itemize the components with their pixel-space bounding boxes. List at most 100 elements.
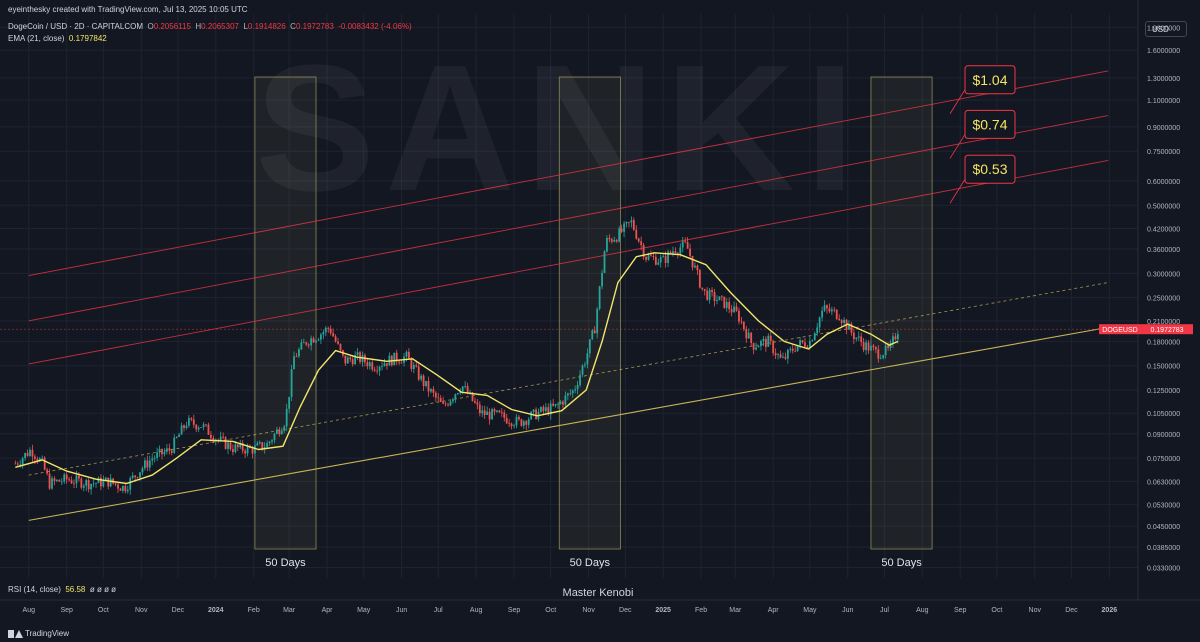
candle-body: [757, 346, 760, 348]
candle-body: [254, 445, 256, 454]
candle-body: [735, 306, 738, 311]
candle-body: [85, 479, 88, 486]
candle-body: [571, 390, 574, 394]
channel-line: [28, 159, 1109, 365]
price-callout-box: [964, 109, 1016, 139]
candle-body: [175, 436, 178, 438]
candle-body: [307, 344, 310, 346]
ema-legend[interactable]: EMA (21, close) 0.1797842: [8, 34, 107, 43]
y-tick-label: 0.4200000: [1147, 226, 1180, 233]
candle-body: [591, 330, 594, 340]
x-tick-label: Jun: [842, 607, 853, 614]
candle-body: [645, 256, 647, 260]
candle-body: [588, 339, 591, 354]
candle-body: [483, 410, 486, 416]
candle-body: [317, 339, 320, 341]
grid: [0, 14, 1138, 578]
symbol-title[interactable]: DogeCoin / USD · 2D · CAPITALCOM: [8, 22, 143, 31]
candle-body: [708, 289, 711, 300]
candle-body: [43, 457, 46, 470]
rsi-extra: ø ø ø ø: [89, 585, 117, 594]
candle-body: [412, 365, 415, 370]
y-tick-label: 0.1800000: [1147, 339, 1180, 346]
candle-body: [596, 308, 599, 334]
candle-body: [427, 380, 430, 392]
watermark: SANKI: [255, 28, 865, 229]
tradingview-logo[interactable]: TradingView: [8, 629, 69, 638]
candle-body: [740, 321, 743, 323]
candle-body: [68, 479, 71, 481]
candle-body: [879, 357, 882, 359]
author-label: Master Kenobi: [563, 587, 634, 599]
x-tick-label: Aug: [470, 607, 483, 614]
candle-body: [716, 300, 718, 302]
callout-leader: [949, 89, 966, 114]
attribution-text: eyeinthesky created with TradingView.com…: [8, 5, 248, 14]
candle-body: [131, 475, 134, 479]
candle-body: [725, 301, 728, 308]
close-value: 0.1972783: [295, 22, 334, 31]
x-tick-label: Sep: [954, 607, 967, 614]
candle-body: [70, 480, 73, 484]
candle-body: [432, 389, 435, 393]
candle-body: [373, 369, 376, 371]
candle-body: [312, 338, 315, 343]
candle-body: [129, 478, 132, 490]
candle-body: [444, 403, 447, 405]
candle-body: [493, 409, 496, 412]
candle-body: [239, 443, 242, 448]
x-tick-label: 2025: [655, 607, 671, 614]
price-candles: [14, 216, 899, 495]
time-window-label: 50 Days: [570, 557, 611, 569]
candle-body: [767, 335, 770, 347]
candle-body: [610, 239, 613, 242]
y-tick-label: 0.5000000: [1147, 203, 1180, 210]
candle-body: [178, 434, 181, 437]
candle-body: [733, 306, 735, 313]
candle-body: [796, 345, 799, 351]
candle-body: [227, 442, 229, 449]
candle-body: [266, 443, 269, 448]
candle-body: [840, 320, 843, 323]
candle-body: [77, 475, 80, 479]
candle-body: [268, 441, 271, 444]
candle-body: [823, 305, 826, 311]
candle-body: [789, 348, 792, 350]
candle-body: [471, 392, 474, 401]
candle-body: [647, 255, 650, 260]
currency-button[interactable]: USD: [1145, 21, 1187, 37]
candle-body: [686, 242, 689, 249]
candle-body: [241, 443, 244, 451]
candle-body: [679, 247, 682, 254]
candle-body: [491, 409, 493, 420]
candle-body: [569, 393, 572, 395]
candle-body: [640, 241, 643, 246]
candle-body: [540, 407, 542, 412]
candle-body: [667, 251, 669, 263]
candle-body: [202, 424, 205, 428]
candle-body: [850, 323, 853, 333]
x-tick-label: Nov: [582, 607, 595, 614]
candle-body: [777, 354, 779, 356]
candle-body: [170, 450, 173, 453]
candle-body: [459, 391, 462, 394]
candle-body: [437, 397, 440, 399]
candle-body: [87, 479, 90, 490]
x-tick-label: Aug: [916, 607, 929, 614]
candle-body: [865, 342, 867, 351]
candle-body: [273, 433, 276, 441]
candle-body: [229, 442, 232, 450]
candle-body: [747, 332, 750, 339]
y-tick-label: 0.3600000: [1147, 247, 1180, 254]
candle-body: [581, 365, 584, 375]
rsi-legend[interactable]: RSI (14, close) 56.58 ø ø ø ø: [8, 585, 116, 594]
candle-body: [481, 410, 484, 414]
candle-body: [698, 270, 701, 288]
candle-body: [689, 248, 691, 256]
candle-body: [378, 366, 381, 371]
time-axis: Aug Sep Oct Nov Dec 2024 Feb Mar Apr May Jun Jul Aug…: [0, 599, 1200, 614]
candle-body: [464, 386, 467, 387]
candle-body: [745, 329, 748, 339]
candle-body: [657, 262, 660, 265]
